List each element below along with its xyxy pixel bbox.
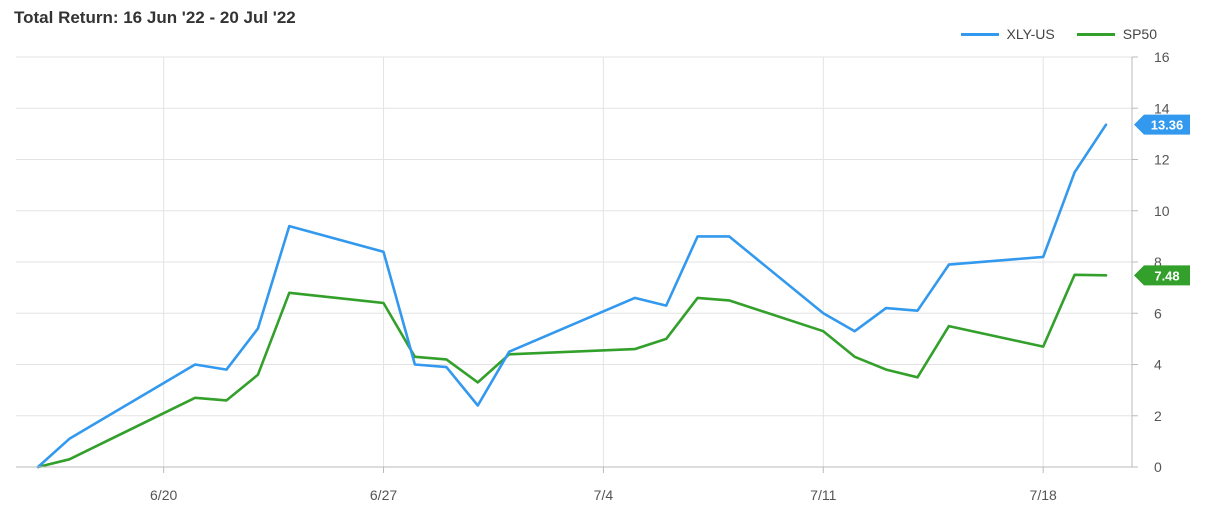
legend-item-xly[interactable]: XLY-US xyxy=(960,26,1055,42)
y-tick-label: 0 xyxy=(1154,459,1162,475)
last-value-label-sp50: 7.48 xyxy=(1154,268,1179,283)
legend-label-xly: XLY-US xyxy=(1006,26,1055,42)
x-tick-label: 7/18 xyxy=(1030,487,1057,503)
y-tick-label: 4 xyxy=(1154,357,1162,373)
y-tick-label: 2 xyxy=(1154,408,1162,424)
chart-title: Total Return: 16 Jun '22 - 20 Jul '22 xyxy=(14,8,296,27)
series-layer xyxy=(36,123,1108,469)
y-tick-label: 14 xyxy=(1154,100,1170,116)
last-value-tag-xly-us xyxy=(1134,114,1190,135)
value-tags: 13.36 7.48 xyxy=(1134,114,1190,286)
grid xyxy=(16,56,1132,468)
last-value-tag-sp50 xyxy=(1134,265,1190,286)
legend-item-sp50[interactable]: SP50 xyxy=(1076,26,1157,42)
series-line-xly-us[interactable] xyxy=(36,123,1108,469)
legend: XLY-US SP50 xyxy=(960,26,1157,42)
x-tick-label: 6/27 xyxy=(370,487,397,503)
x-tick-label: 7/4 xyxy=(594,487,614,503)
x-tick-label: 7/11 xyxy=(810,487,836,503)
series-line-sp50[interactable] xyxy=(36,273,1108,469)
y-tick-label: 16 xyxy=(1154,49,1170,65)
axis-layer: 0 2 4 6 8 10 12 14 16 6/20 6/27 7/4 7/11 7/18 xyxy=(16,49,1170,503)
legend-swatch-xly xyxy=(960,32,999,36)
legend-swatch-sp50 xyxy=(1076,32,1115,36)
y-tick-label: 6 xyxy=(1154,305,1162,321)
last-value-label-xly-us: 13.36 xyxy=(1151,118,1184,133)
legend-label-sp50: SP50 xyxy=(1122,26,1157,42)
y-tick-label: 8 xyxy=(1154,254,1162,270)
x-tick-label: 6/20 xyxy=(150,487,177,503)
y-tick-label: 12 xyxy=(1154,152,1170,168)
y-tick-label: 10 xyxy=(1154,203,1170,219)
